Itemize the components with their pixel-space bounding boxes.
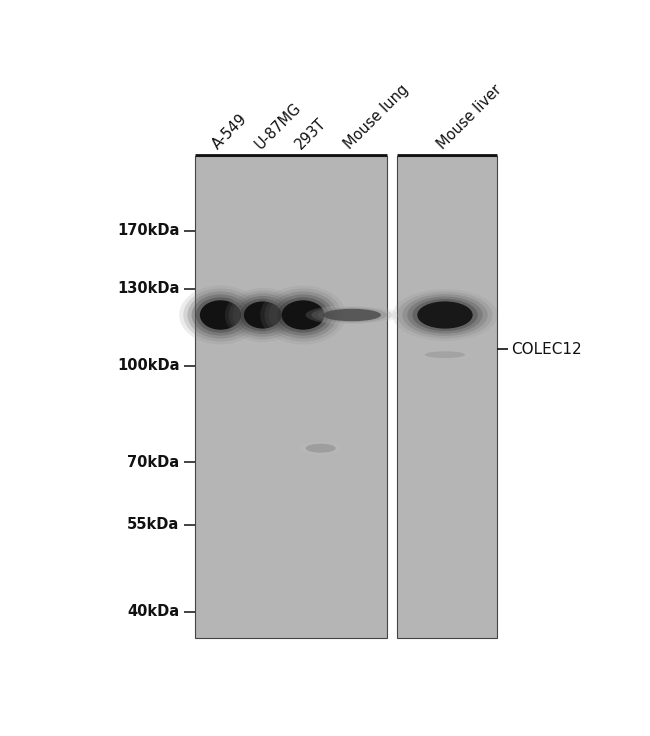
Ellipse shape [419,350,471,359]
Text: U-87MG: U-87MG [252,100,304,152]
Ellipse shape [265,289,341,342]
Ellipse shape [402,294,488,336]
Text: A-549: A-549 [210,111,251,152]
Ellipse shape [187,291,254,339]
Text: 130kDa: 130kDa [117,281,179,297]
Ellipse shape [237,296,289,334]
Ellipse shape [179,286,262,344]
Ellipse shape [229,291,297,339]
Ellipse shape [269,291,337,339]
Ellipse shape [306,444,336,453]
Ellipse shape [412,299,478,331]
Ellipse shape [260,286,346,344]
Ellipse shape [422,351,468,358]
Text: 293T: 293T [292,116,329,152]
Ellipse shape [302,443,339,453]
Bar [397,156,497,638]
Text: COLEC12: COLEC12 [511,342,582,356]
Ellipse shape [306,305,398,325]
Ellipse shape [183,289,257,342]
Text: 40kDa: 40kDa [127,604,179,619]
Bar [194,156,387,638]
Ellipse shape [311,306,393,324]
Ellipse shape [317,308,387,322]
Ellipse shape [281,300,324,330]
Ellipse shape [200,300,241,330]
Text: 70kDa: 70kDa [127,455,179,470]
Text: 170kDa: 170kDa [117,224,179,238]
Text: 100kDa: 100kDa [117,358,179,373]
Ellipse shape [323,309,381,321]
Ellipse shape [225,288,300,342]
Ellipse shape [240,299,285,331]
Ellipse shape [300,442,342,455]
Ellipse shape [233,293,293,337]
Text: 55kDa: 55kDa [127,517,179,532]
Ellipse shape [408,297,483,333]
Ellipse shape [417,302,473,328]
Ellipse shape [273,294,333,336]
Text: Mouse lung: Mouse lung [341,82,411,152]
Ellipse shape [425,351,465,358]
Ellipse shape [397,291,493,339]
Ellipse shape [278,297,329,333]
Ellipse shape [196,297,245,333]
Ellipse shape [393,289,498,341]
Ellipse shape [244,302,281,328]
Ellipse shape [192,294,250,336]
Text: Mouse liver: Mouse liver [434,82,504,152]
